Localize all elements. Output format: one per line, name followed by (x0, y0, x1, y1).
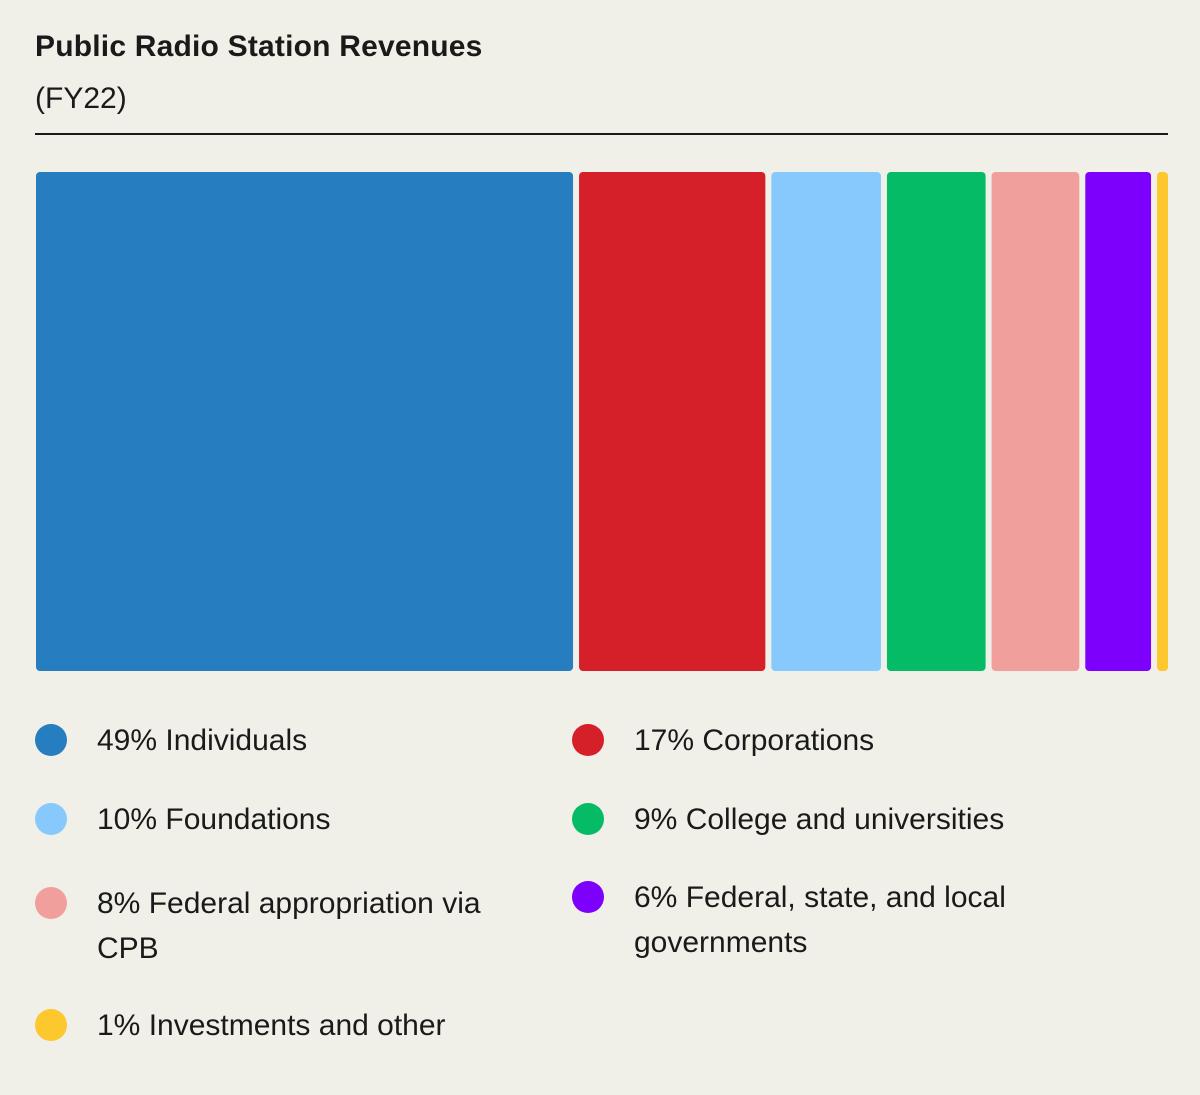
legend-label-cpb: 8% Federal appropriation via CPB (97, 887, 481, 965)
legend-swatch-governments (572, 881, 604, 913)
legend-label-corporations: 17% Corporations (634, 724, 875, 757)
legend-item-foundations: 10% Foundations (35, 797, 517, 842)
legend-item-governments: 6% Federal, state, and local governments (572, 875, 1074, 965)
legend-swatch-corporations (572, 724, 604, 756)
legend-swatch-cpb (35, 887, 67, 919)
chart-subtitle: (FY22) (35, 82, 127, 115)
legend-label-investments: 1% Investments and other (97, 1009, 446, 1042)
legend-swatch-colleges (572, 803, 604, 835)
chart-title: Public Radio Station Revenues (35, 30, 483, 63)
legend-item-investments: 1% Investments and other (35, 1003, 517, 1048)
legend-item-colleges: 9% College and universities (572, 797, 1054, 842)
title-divider (35, 133, 1168, 135)
legend-label-foundations: 10% Foundations (97, 803, 331, 836)
legend-item-cpb: 8% Federal appropriation via CPB (35, 881, 497, 971)
legend-swatch-individuals (35, 724, 67, 756)
legend-item-corporations: 17% Corporations (572, 718, 1054, 763)
legend-label-governments: 6% Federal, state, and local governments (634, 881, 1006, 959)
legend-item-individuals: 49% Individuals (35, 718, 517, 763)
legend-swatch-foundations (35, 803, 67, 835)
legend-label-individuals: 49% Individuals (97, 724, 308, 757)
legend-swatch-investments (35, 1009, 67, 1041)
legend-label-colleges: 9% College and universities (634, 803, 1005, 836)
